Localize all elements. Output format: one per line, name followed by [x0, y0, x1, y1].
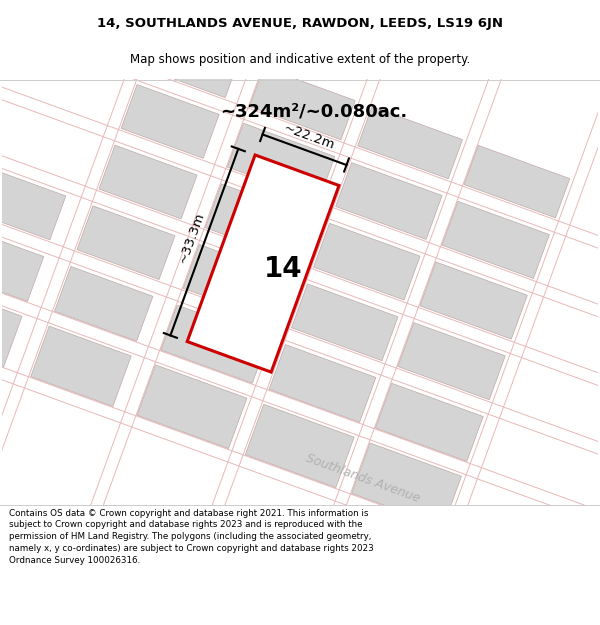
Polygon shape: [205, 184, 313, 261]
Text: 14, SOUTHLANDS AVENUE, RAWDON, LEEDS, LS19 6JN: 14, SOUTHLANDS AVENUE, RAWDON, LEEDS, LS…: [97, 18, 503, 30]
Polygon shape: [420, 262, 527, 339]
Text: ~33.3m: ~33.3m: [176, 210, 206, 265]
Polygon shape: [335, 162, 442, 239]
Polygon shape: [269, 344, 376, 422]
Polygon shape: [161, 305, 269, 383]
Polygon shape: [99, 145, 197, 219]
Polygon shape: [398, 322, 505, 400]
Polygon shape: [77, 206, 175, 279]
Polygon shape: [31, 326, 131, 406]
Polygon shape: [292, 284, 398, 361]
Polygon shape: [55, 266, 153, 341]
Text: 14: 14: [263, 254, 302, 282]
Polygon shape: [314, 223, 420, 300]
Polygon shape: [0, 164, 66, 240]
Text: ~22.2m: ~22.2m: [282, 121, 337, 152]
Polygon shape: [245, 404, 354, 488]
Text: ~324m²/~0.080ac.: ~324m²/~0.080ac.: [221, 102, 408, 120]
Polygon shape: [187, 155, 339, 372]
Polygon shape: [464, 146, 570, 218]
Polygon shape: [0, 284, 22, 367]
Text: Southlands Avenue: Southlands Avenue: [304, 451, 421, 504]
Text: Contains OS data © Crown copyright and database right 2021. This information is
: Contains OS data © Crown copyright and d…: [9, 509, 374, 565]
Polygon shape: [358, 107, 463, 179]
Polygon shape: [143, 29, 239, 98]
Polygon shape: [0, 224, 44, 301]
Polygon shape: [376, 383, 483, 461]
Polygon shape: [121, 84, 219, 158]
Polygon shape: [183, 244, 290, 322]
Polygon shape: [137, 365, 247, 449]
Polygon shape: [227, 123, 335, 201]
Polygon shape: [352, 443, 461, 527]
Text: Map shows position and indicative extent of the property.: Map shows position and indicative extent…: [130, 53, 470, 66]
Polygon shape: [442, 201, 550, 279]
Polygon shape: [250, 68, 355, 140]
